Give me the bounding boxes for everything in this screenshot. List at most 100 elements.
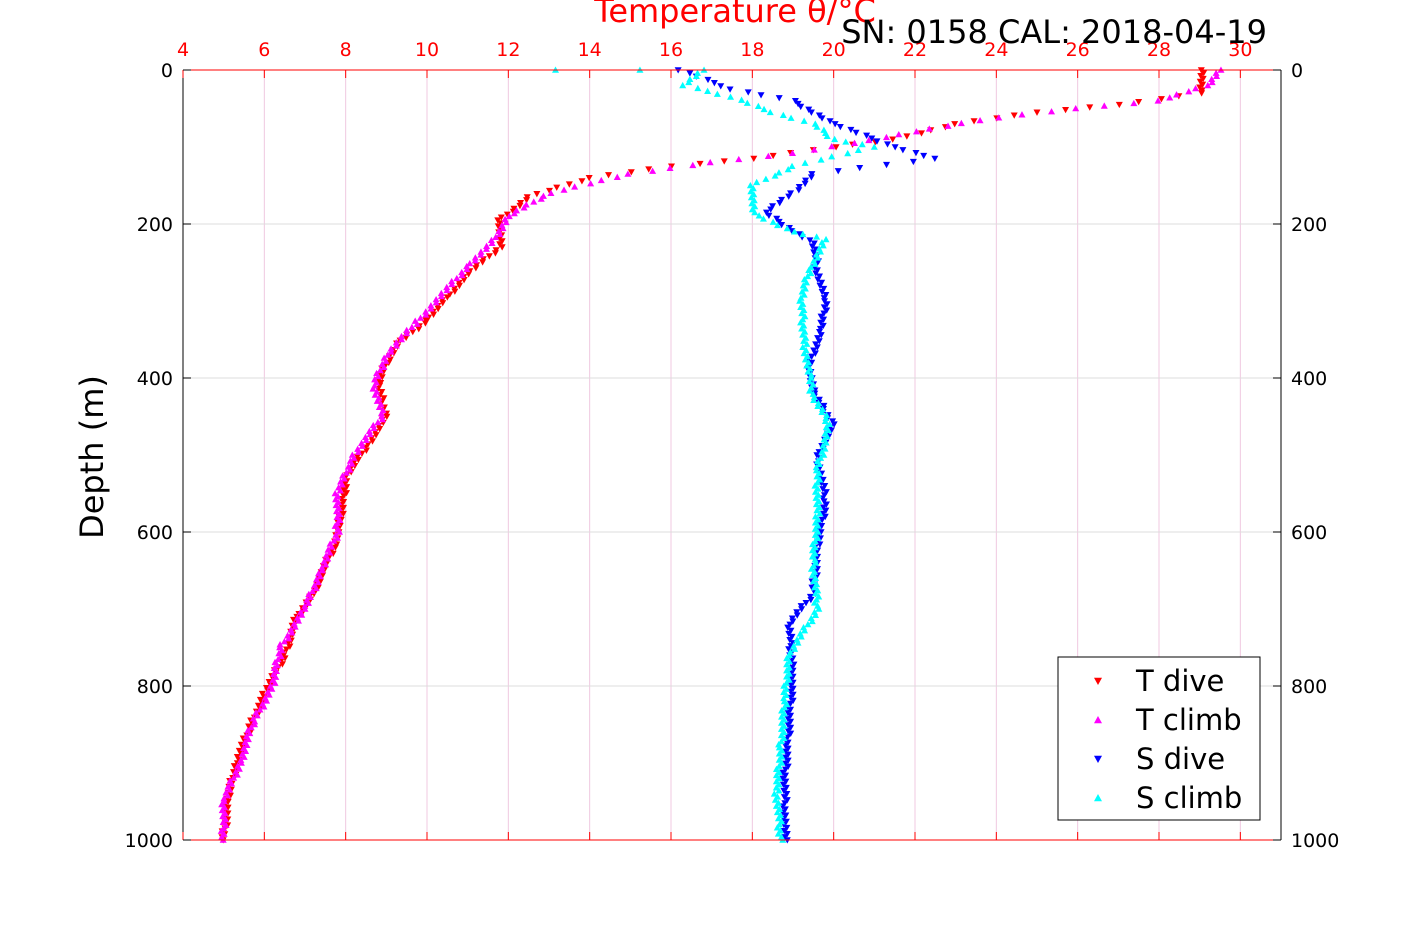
x-tick-label: 18 — [740, 39, 764, 61]
data-point-t-climb — [944, 122, 952, 129]
data-point-s-climb — [743, 99, 751, 106]
data-point-t-climb — [277, 652, 285, 660]
y-tick-label-right: 0 — [1291, 60, 1303, 82]
data-point-s-dive — [811, 350, 819, 357]
data-point-t-dive — [516, 202, 524, 210]
data-point-t-climb — [587, 180, 595, 187]
x-tick-label: 26 — [1066, 39, 1090, 61]
data-point-t-dive — [409, 329, 417, 336]
data-point-s-dive — [807, 174, 815, 181]
data-point-t-climb — [471, 257, 479, 264]
data-point-t-climb — [706, 158, 714, 166]
data-point-t-climb — [291, 623, 299, 630]
data-point-t-climb — [314, 578, 322, 586]
data-point-t-climb — [263, 697, 271, 704]
data-point-t-climb — [333, 534, 341, 541]
data-point-t-climb — [354, 448, 362, 455]
data-point-t-climb — [597, 176, 605, 184]
data-point-s-dive — [767, 206, 775, 213]
data-point-s-climb — [713, 90, 721, 97]
data-point-t-climb — [427, 305, 435, 312]
data-point-s-climb — [818, 408, 826, 416]
data-point-s-climb — [820, 451, 828, 458]
data-point-s-climb — [810, 393, 818, 401]
data-point-t-climb — [346, 466, 354, 473]
data-point-t-climb — [294, 617, 302, 624]
data-point-s-climb — [813, 233, 821, 240]
data-point-t-dive — [696, 160, 704, 168]
data-point-t-climb — [828, 142, 836, 150]
data-point-s-climb — [810, 396, 818, 404]
data-point-s-climb — [738, 96, 746, 103]
x-tick-label: 10 — [415, 39, 439, 61]
data-point-t-climb — [251, 721, 259, 728]
data-point-t-climb — [1192, 84, 1200, 92]
data-point-s-climb — [762, 175, 770, 182]
data-point-s-dive — [717, 83, 725, 90]
data-point-t-climb — [333, 513, 341, 520]
data-point-t-climb — [331, 490, 339, 497]
data-point-t-climb — [477, 251, 485, 258]
data-point-s-climb — [796, 297, 804, 304]
data-point-t-climb — [1100, 102, 1108, 109]
data-point-s-dive — [795, 187, 803, 194]
data-point-t-climb — [764, 152, 772, 160]
data-point-s-climb — [772, 802, 780, 809]
data-point-t-climb — [850, 139, 858, 146]
data-point-s-climb — [811, 537, 819, 545]
data-point-t-climb — [1166, 94, 1174, 101]
data-point-s-climb — [780, 710, 788, 717]
data-point-t-climb — [448, 277, 456, 285]
data-point-s-climb — [775, 787, 783, 794]
data-point-t-dive — [372, 432, 380, 439]
data-point-t-climb — [463, 265, 471, 273]
data-point-t-climb — [350, 454, 358, 461]
data-point-t-climb — [1072, 105, 1080, 112]
data-point-t-dive — [369, 438, 377, 445]
data-point-t-climb — [336, 487, 344, 494]
x-tick-label: 20 — [822, 39, 846, 61]
data-point-t-climb — [228, 780, 236, 787]
data-point-t-climb — [230, 774, 238, 781]
data-point-s-climb — [806, 387, 814, 394]
data-point-t-climb — [453, 274, 461, 282]
data-point-t-climb — [362, 436, 370, 443]
data-point-t-dive — [434, 305, 442, 313]
data-point-s-climb — [804, 272, 812, 280]
data-point-s-climb — [803, 362, 811, 369]
y-tick-label-right: 600 — [1291, 522, 1327, 544]
data-point-s-climb — [805, 377, 813, 385]
data-point-s-climb — [826, 420, 834, 427]
data-point-s-dive — [912, 149, 920, 157]
data-point-s-climb — [824, 426, 832, 434]
data-point-t-dive — [465, 271, 473, 278]
data-point-t-dive — [523, 197, 531, 204]
data-point-t-climb — [240, 753, 248, 760]
data-point-t-climb — [895, 130, 903, 138]
data-point-s-dive — [813, 344, 821, 351]
data-point-s-dive — [808, 171, 816, 178]
x-tick-label: 24 — [984, 39, 1008, 61]
data-point-t-climb — [218, 806, 226, 814]
data-point-t-dive — [383, 413, 391, 420]
data-point-s-climb — [785, 657, 793, 665]
data-point-t-climb — [220, 795, 228, 802]
data-point-s-dive — [818, 288, 826, 296]
x-tick-label: 8 — [340, 39, 352, 61]
data-point-s-climb — [770, 790, 778, 797]
data-point-s-climb — [794, 639, 802, 646]
data-point-s-climb — [775, 781, 783, 788]
data-point-s-climb — [800, 349, 808, 357]
data-point-t-climb — [1208, 78, 1216, 86]
data-point-t-climb — [571, 183, 579, 190]
data-point-t-dive — [439, 300, 447, 307]
data-point-s-climb — [692, 72, 700, 79]
data-point-s-climb — [817, 156, 825, 163]
data-point-t-climb — [666, 164, 674, 171]
data-point-t-climb — [422, 308, 430, 315]
data-point-s-climb — [727, 93, 735, 100]
data-point-t-climb — [309, 587, 317, 595]
data-point-t-dive — [832, 144, 840, 151]
data-point-t-climb — [882, 133, 890, 141]
data-point-s-climb — [799, 230, 807, 238]
